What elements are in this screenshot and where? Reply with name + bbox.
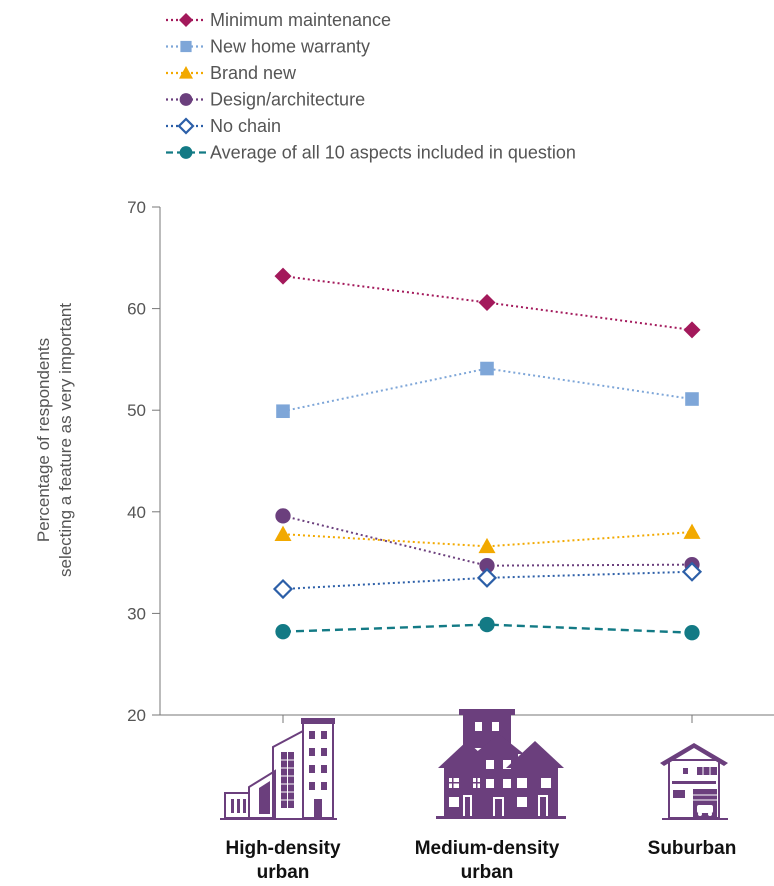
- data-point: [476, 567, 498, 588]
- series-no-chain: [272, 561, 703, 600]
- high-density-buildings-icon: [220, 718, 337, 820]
- data-point: [276, 404, 290, 419]
- series-line: [282, 570, 693, 591]
- legend-label: Design/architecture: [210, 90, 365, 110]
- series-new-home-warranty: [276, 361, 699, 419]
- legend-label: New home warranty: [210, 37, 370, 57]
- x-category-label: Medium-density: [415, 838, 560, 859]
- series-line: [282, 514, 693, 567]
- legend-label: Minimum maintenance: [210, 10, 391, 30]
- data-point: [275, 508, 291, 524]
- legend-item: No chain: [166, 116, 281, 136]
- legend-item: New home warranty: [166, 37, 370, 57]
- data-point: [272, 578, 294, 600]
- y-axis-label: Percentage of respondents selecting a fe…: [34, 303, 75, 577]
- y-tick-label: 30: [127, 604, 146, 623]
- axes: 20 30 40 50 60 70: [127, 198, 774, 725]
- data-point: [685, 392, 699, 406]
- series-line: [282, 623, 693, 634]
- series-layer: [272, 267, 703, 641]
- legend-item: Average of all 10 aspects included in qu…: [166, 143, 576, 163]
- series-line: [282, 531, 693, 548]
- data-point: [683, 321, 701, 339]
- legend-marker: [177, 117, 195, 135]
- data-point: [480, 361, 494, 376]
- legend-marker: [179, 13, 193, 27]
- legend-marker: [180, 40, 192, 53]
- legend-item: Design/architecture: [166, 90, 365, 110]
- data-point: [478, 537, 496, 554]
- suburban-house-icon: [660, 743, 728, 820]
- data-point: [683, 523, 701, 539]
- data-point: [274, 525, 292, 541]
- y-tick-label: 50: [127, 401, 146, 420]
- series-brand-new: [274, 523, 701, 554]
- legend-item: Brand new: [166, 63, 297, 83]
- series-average-of-all-10-aspects-included-in-question: [275, 616, 700, 641]
- legend-label: No chain: [210, 116, 281, 136]
- x-category-label: Suburban: [648, 838, 737, 859]
- y-tick-label: 60: [127, 300, 146, 319]
- x-category-label: urban: [461, 862, 514, 883]
- data-point: [479, 557, 495, 574]
- data-point: [479, 616, 495, 633]
- legend-marker: [179, 146, 193, 159]
- y-axis-label-line-1: Percentage of respondents: [34, 338, 53, 542]
- x-category-label: urban: [257, 862, 310, 883]
- legend-label: Brand new: [210, 63, 297, 83]
- legend-item: Minimum maintenance: [166, 10, 391, 30]
- data-point: [274, 267, 292, 285]
- legend-marker: [179, 66, 193, 79]
- x-category-label: High-density: [225, 838, 340, 859]
- y-axis-label-line-2: selecting a feature as very important: [56, 303, 75, 577]
- data-point: [681, 561, 703, 582]
- series-line: [282, 367, 693, 413]
- data-point: [684, 625, 700, 641]
- data-point: [478, 294, 496, 312]
- legend: Minimum maintenance New home warranty Bran…: [166, 10, 576, 163]
- data-point: [275, 624, 291, 640]
- y-tick-label: 20: [127, 706, 146, 725]
- legend-marker: [179, 93, 193, 106]
- y-tick-label: 40: [127, 503, 146, 522]
- series-minimum-maintenance: [274, 267, 701, 339]
- y-tick-label: 70: [127, 198, 146, 217]
- legend-label: Average of all 10 aspects included in qu…: [210, 143, 576, 163]
- medium-density-houses-icon: [436, 709, 566, 819]
- x-axis-category-labels: High-density urban Medium-density urban Subu…: [225, 838, 736, 883]
